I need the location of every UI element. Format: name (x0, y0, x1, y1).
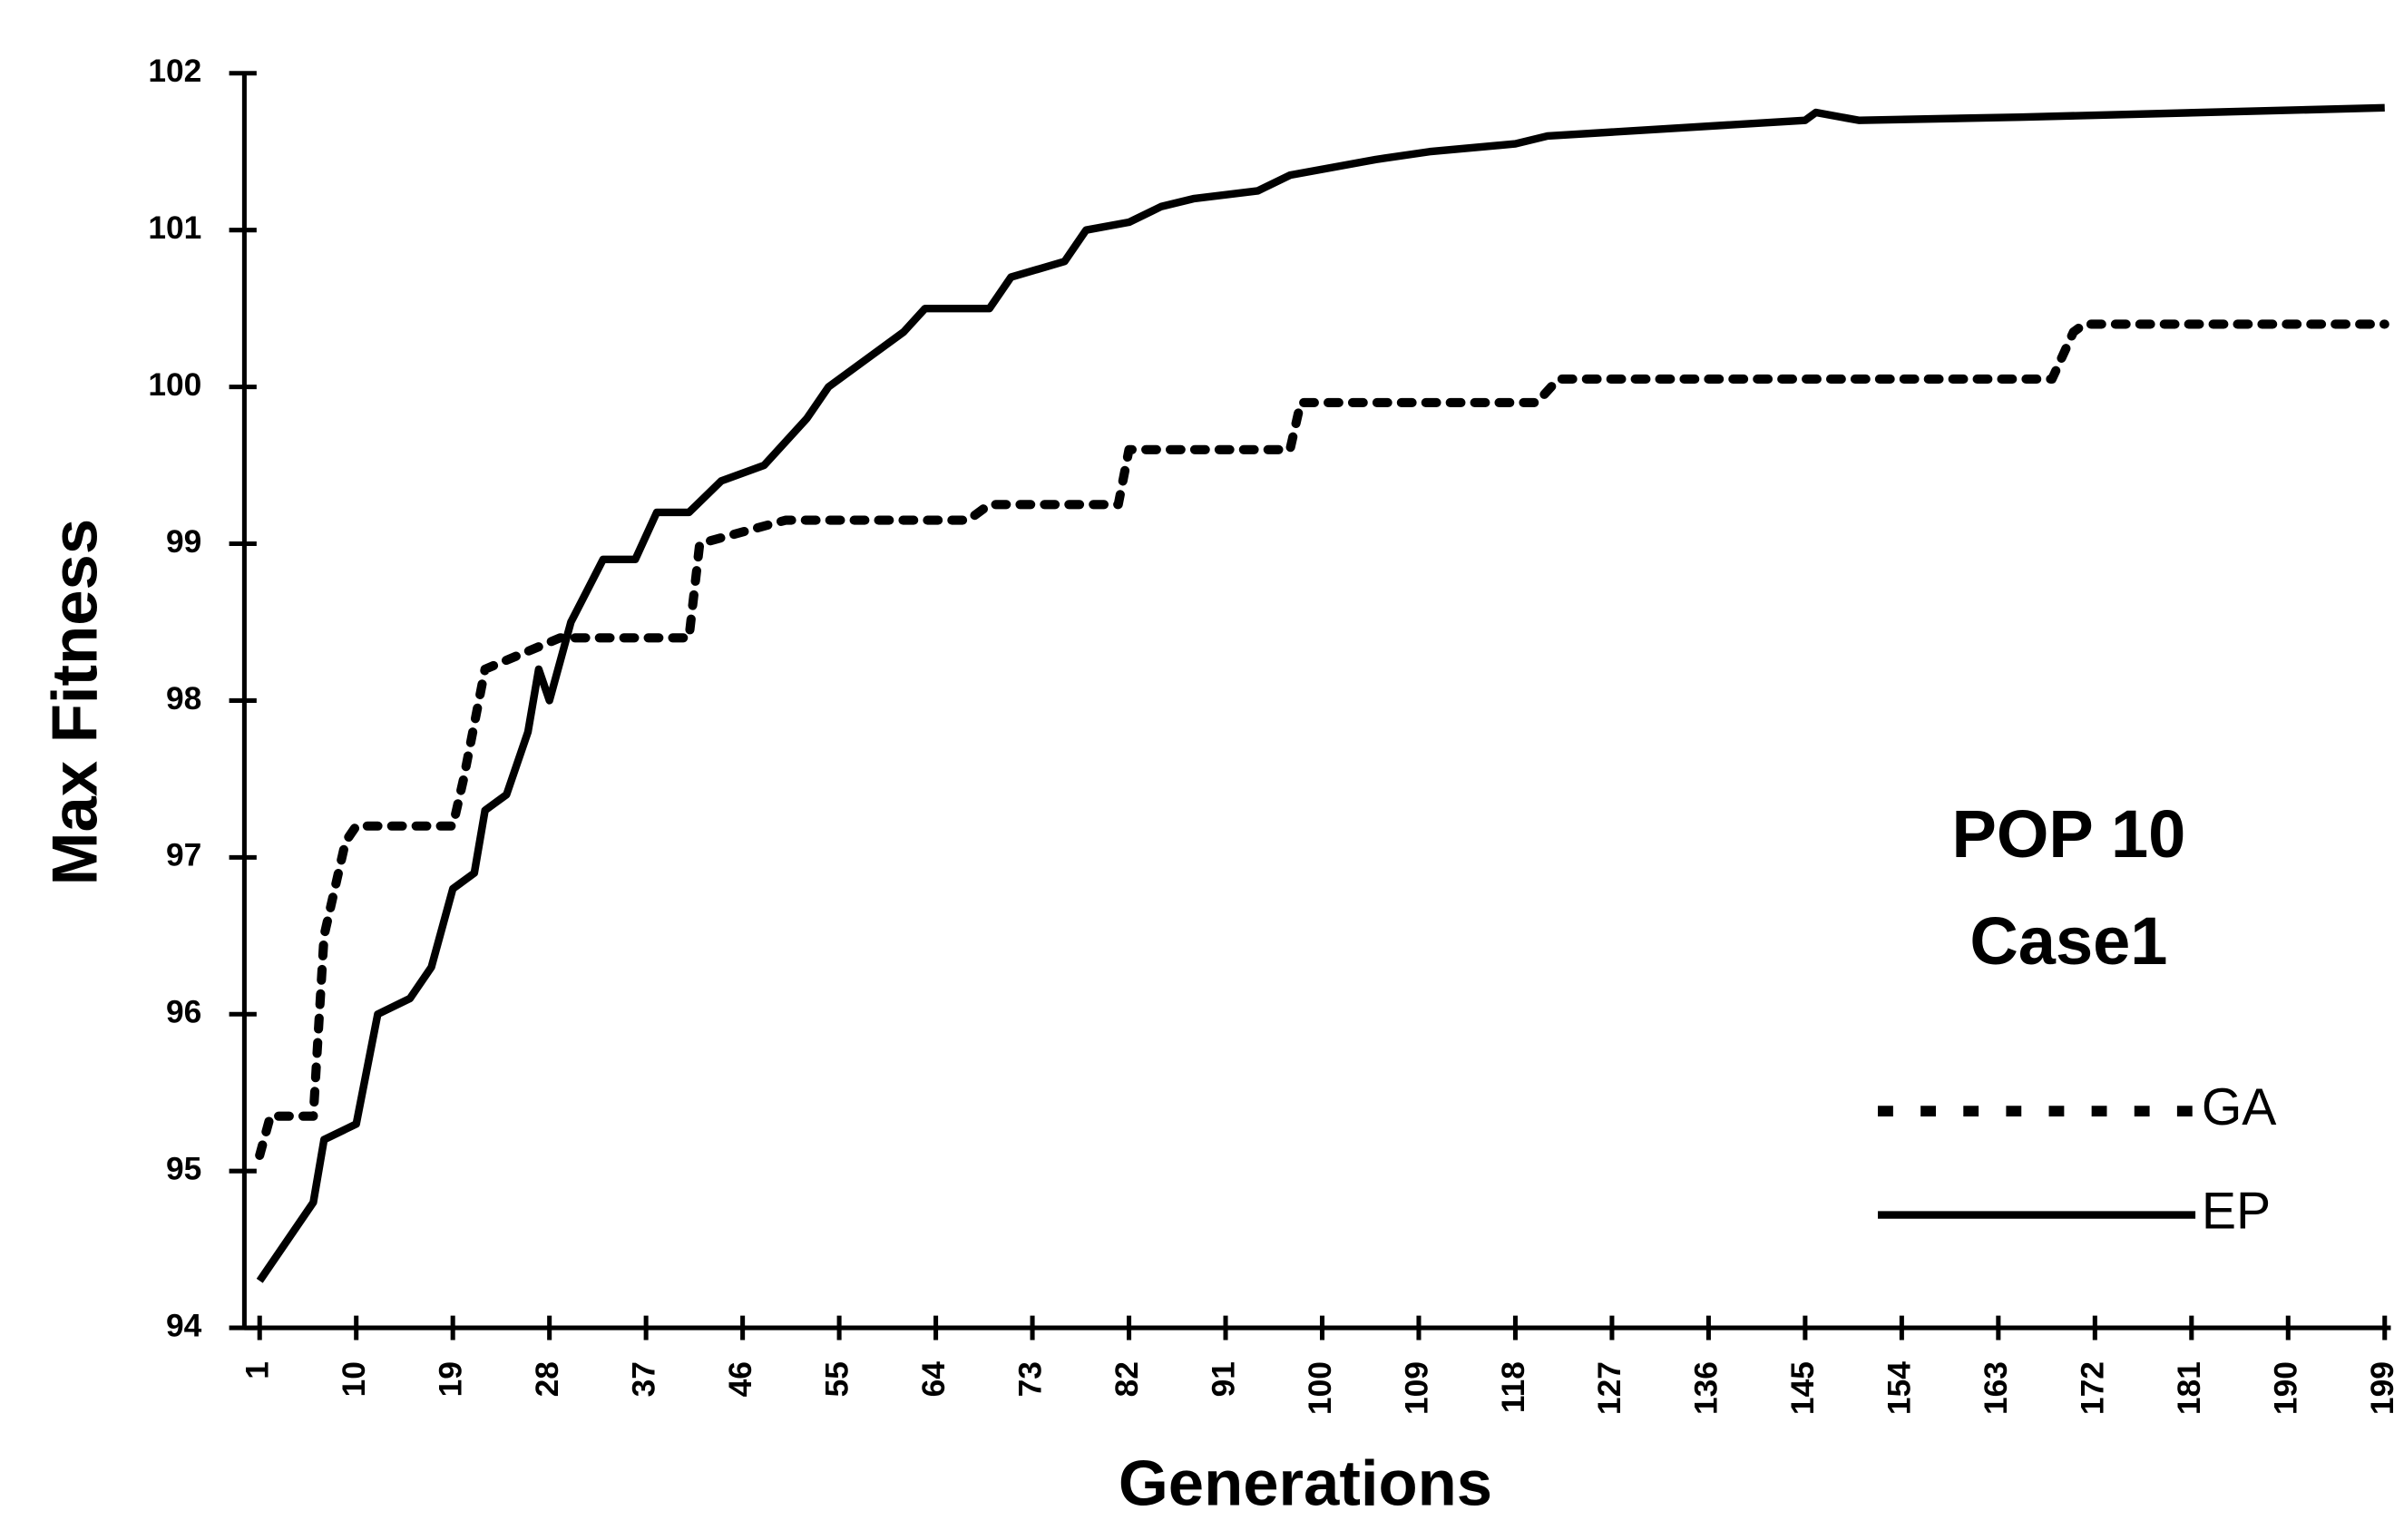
x-tick-label: 37 (626, 1361, 661, 1397)
legend-label: EP (2202, 1183, 2271, 1241)
x-tick-label: 28 (530, 1361, 565, 1397)
x-tick-label: 190 (2269, 1361, 2304, 1415)
x-tick-label: 181 (2172, 1361, 2207, 1415)
x-tick-label: 19 (434, 1361, 469, 1397)
series-line (256, 103, 2385, 1283)
x-tick-label: 82 (1109, 1361, 1145, 1397)
x-tick-label: 172 (2076, 1361, 2111, 1415)
x-tick-label: 136 (1689, 1361, 1725, 1415)
x-tick-label: 55 (819, 1361, 855, 1397)
x-tick-label: 163 (1979, 1361, 2014, 1415)
y-tick-label: 96 (166, 995, 201, 1030)
x-tick-label: 100 (1303, 1361, 1338, 1415)
y-tick-label: 98 (166, 681, 201, 716)
annotation: POP 10 (1951, 796, 2185, 872)
x-tick-label: 118 (1496, 1361, 1531, 1413)
x-tick-label: 154 (1882, 1361, 1918, 1415)
x-tick-label: 145 (1785, 1361, 1821, 1415)
x-tick-label: 46 (723, 1361, 758, 1397)
x-tick-label: 73 (1012, 1361, 1048, 1397)
y-tick-label: 102 (148, 54, 201, 89)
y-tick-label: 100 (148, 367, 201, 403)
y-tick-label: 99 (166, 524, 201, 560)
y-axis-title: Max Fitness (38, 519, 110, 885)
annotation: Case1 (1969, 903, 2167, 979)
y-tick-label: 101 (148, 210, 201, 246)
y-tick-label: 94 (166, 1308, 202, 1343)
legend-label: GA (2202, 1078, 2277, 1136)
x-tick-label: 199 (2365, 1361, 2394, 1415)
series-line (255, 319, 2389, 1160)
x-tick-label: 10 (337, 1361, 372, 1397)
y-tick-label: 97 (166, 838, 201, 873)
x-tick-label: 64 (916, 1361, 952, 1398)
x-tick-label: 91 (1206, 1361, 1241, 1397)
y-tick-label: 95 (166, 1151, 201, 1186)
x-tick-label: 1 (240, 1361, 276, 1379)
x-tick-label: 127 (1592, 1361, 1627, 1415)
x-tick-label: 109 (1399, 1361, 1434, 1415)
x-axis-title: Generations (1119, 1447, 1492, 1518)
